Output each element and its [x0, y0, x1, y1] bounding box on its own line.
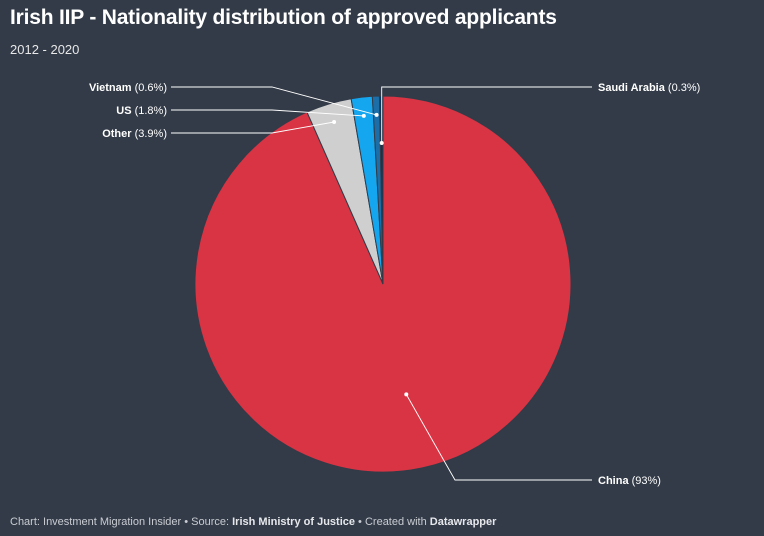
- pie-slices: [194, 95, 572, 473]
- leader-dot-vietnam: [374, 112, 379, 117]
- chart-subtitle: 2012 - 2020: [10, 42, 80, 57]
- leader-line-other: [171, 121, 335, 134]
- leader-dot-other: [332, 120, 337, 124]
- footer-tool-link[interactable]: Datawrapper: [429, 516, 497, 528]
- leader-line-saudi-arabia: [381, 86, 592, 143]
- leader-dot-saudi-arabia: [379, 141, 384, 145]
- leader-line-vietnam: [171, 86, 377, 116]
- chart-title: Irish IIP - Nationality distribution of …: [10, 6, 557, 29]
- leader-line-us: [171, 109, 364, 117]
- footer-middle: • Created with: [355, 516, 430, 528]
- slice-label-us: US (1.8%): [116, 105, 167, 117]
- label-leaders: [171, 86, 592, 481]
- footer-credit: Chart: Investment Migration Insider • So…: [10, 516, 233, 528]
- footer-source[interactable]: Irish Ministry of Justice: [232, 516, 355, 528]
- slice-label-saudi-arabia: Saudi Arabia (0.3%): [598, 82, 700, 94]
- slice-label-vietnam: Vietnam (0.6%): [89, 82, 167, 94]
- chart-footer: Chart: Investment Migration Insider • So…: [10, 516, 496, 528]
- slice-labels: China (93%) Other (3.9%) US (1.8%) Vietnam …: [89, 82, 700, 487]
- slice-label-other: Other (3.9%): [102, 128, 167, 140]
- slice-label-china: China (93%): [598, 475, 661, 487]
- leader-line-china: [405, 394, 592, 481]
- leader-dot-us: [361, 113, 366, 118]
- leader-dot-china: [404, 392, 409, 397]
